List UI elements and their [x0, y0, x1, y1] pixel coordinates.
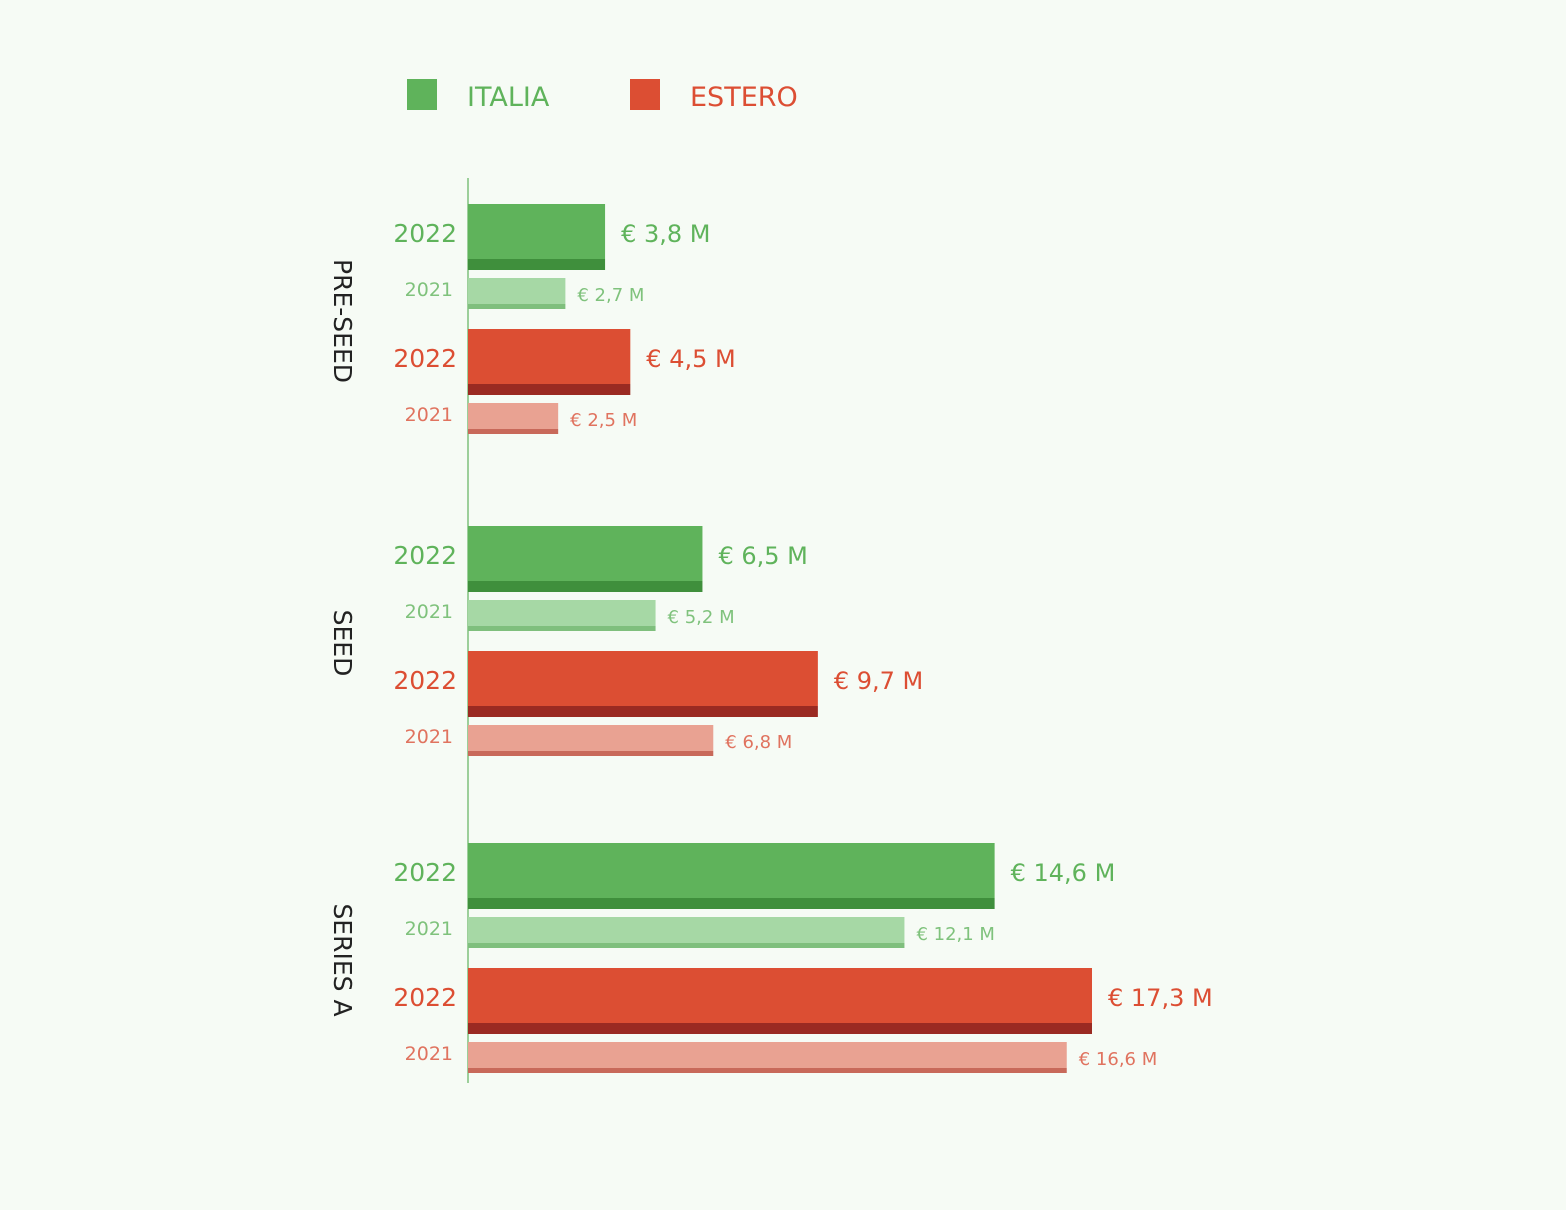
legend-label-estero: ESTERO [690, 82, 798, 113]
legend: ITALIA ESTERO [407, 79, 798, 113]
year-label: 2022 [393, 983, 457, 1012]
legend-swatch-italia [407, 79, 437, 110]
group-label: SERIES A [328, 903, 357, 1016]
year-label: 2022 [393, 344, 457, 373]
bar-estero-2021 [468, 725, 714, 751]
value-label: € 16,6 M [1079, 1049, 1158, 1070]
value-label: € 2,7 M [577, 285, 644, 306]
value-label: € 17,3 M [1108, 984, 1213, 1012]
year-label: 2021 [405, 918, 453, 940]
value-label: € 12,1 M [916, 924, 995, 945]
bar-estero-2022 [468, 651, 818, 706]
year-label: 2021 [405, 601, 453, 623]
group-pre-seed: PRE-SEED 2022 € 3,8 M 2021 € 2,7 M 2022 € 4,5 … [328, 204, 736, 434]
bar-estero-2022 [468, 329, 631, 384]
year-label: 2021 [405, 404, 453, 426]
year-label: 2022 [393, 541, 457, 570]
value-label: € 14,6 M [1011, 859, 1116, 887]
bar-shadow [468, 429, 559, 434]
bar-shadow [468, 943, 905, 948]
bar-italia-2022 [468, 204, 606, 259]
bar-italia-2021 [468, 600, 656, 626]
year-label: 2022 [393, 666, 457, 695]
bars: PRE-SEED 2022 € 3,8 M 2021 € 2,7 M 2022 € 4,5 … [328, 204, 1213, 1073]
value-label: € 9,7 M [834, 667, 923, 695]
bar-italia-2021 [468, 278, 566, 304]
value-label: € 6,5 M [718, 542, 807, 570]
bar-estero-2021 [468, 403, 559, 429]
bar-italia-2022 [468, 526, 703, 581]
value-label: € 5,2 M [668, 607, 735, 628]
bar-shadow [468, 384, 631, 395]
bar-shadow [468, 898, 995, 909]
bar-estero-2022 [468, 968, 1092, 1023]
bar-shadow [468, 626, 656, 631]
bar-italia-2021 [468, 917, 905, 943]
bar-shadow [468, 304, 566, 309]
bar-shadow [468, 1023, 1092, 1034]
bar-shadow [468, 259, 606, 270]
legend-swatch-estero [630, 79, 660, 110]
bar-shadow [468, 1068, 1067, 1073]
year-label: 2021 [405, 279, 453, 301]
value-label: € 4,5 M [646, 345, 735, 373]
bar-estero-2021 [468, 1042, 1067, 1068]
group-label: SEED [328, 610, 357, 677]
value-label: € 2,5 M [570, 410, 637, 431]
bar-shadow [468, 581, 703, 592]
group-seed: SEED 2022 € 6,5 M 2021 € 5,2 M 2022 € 9,7 M 202… [328, 526, 923, 756]
bar-shadow [468, 751, 714, 756]
bar-shadow [468, 706, 818, 717]
bar-italia-2022 [468, 843, 995, 898]
year-label: 2022 [393, 219, 457, 248]
year-label: 2021 [405, 1043, 453, 1065]
group-series-a: SERIES A 2022 € 14,6 M 2021 € 12,1 M 2022 € 17… [328, 843, 1213, 1073]
year-label: 2021 [405, 726, 453, 748]
legend-label-italia: ITALIA [467, 82, 550, 113]
group-label: PRE-SEED [328, 259, 357, 383]
value-label: € 6,8 M [725, 732, 792, 753]
year-label: 2022 [393, 858, 457, 887]
value-label: € 3,8 M [621, 220, 710, 248]
